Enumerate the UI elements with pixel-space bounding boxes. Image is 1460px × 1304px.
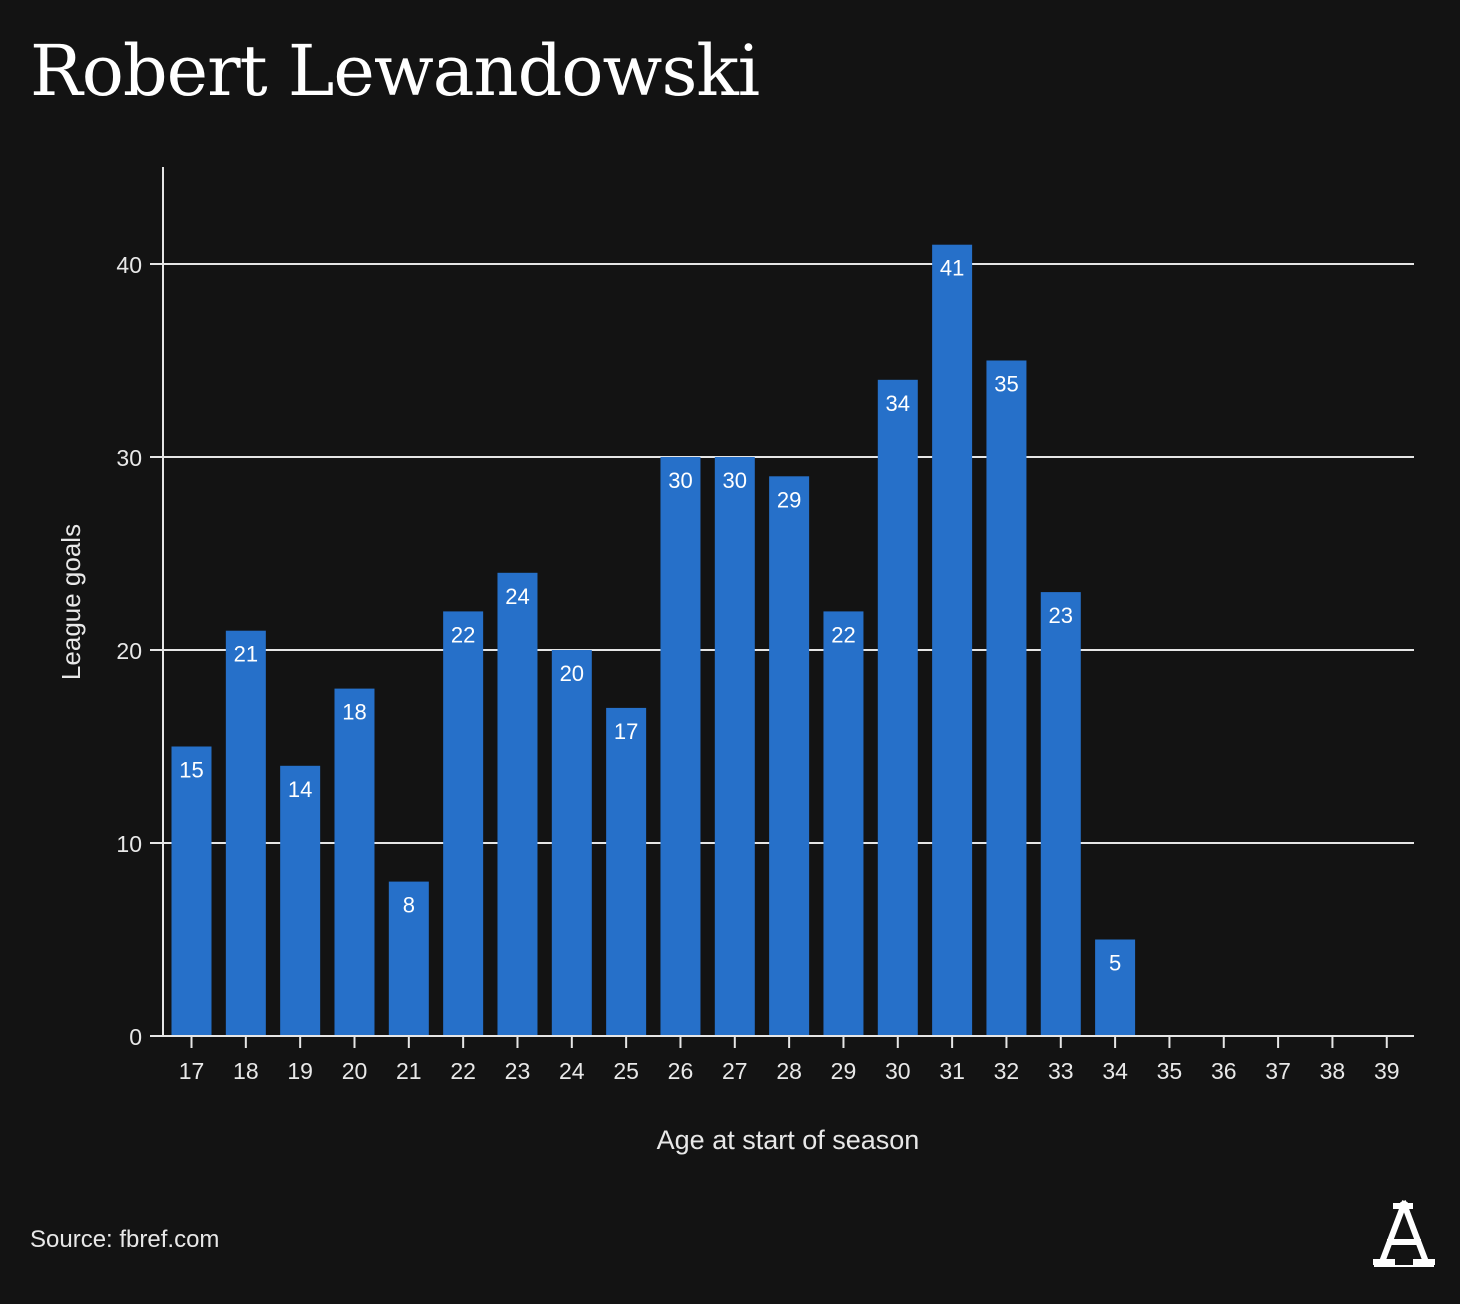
x-tick-label: 30 (885, 1058, 911, 1084)
x-tick-label: 36 (1211, 1058, 1237, 1084)
bar-value-label: 8 (403, 893, 415, 918)
bar (714, 457, 755, 1036)
bar (606, 707, 647, 1036)
bar-chart: 15 21 14 18 8 22 24 20 17 30 30 29 22 34 41 35 23 5 0 10 20… (56, 167, 1414, 1155)
bar (660, 457, 701, 1036)
source-note: Source: fbref.com (30, 1226, 220, 1253)
bar (443, 611, 484, 1036)
bar (171, 746, 212, 1036)
x-tick-label: 29 (831, 1058, 857, 1084)
x-tick-label: 35 (1157, 1058, 1183, 1084)
bar (334, 688, 375, 1036)
bar-value-label: 5 (1109, 951, 1121, 976)
y-tick-label: 20 (116, 638, 142, 664)
bar (986, 360, 1027, 1036)
bar-value-label: 17 (614, 719, 638, 744)
bar (551, 650, 592, 1036)
bars (171, 244, 1136, 1036)
x-tick-label: 20 (342, 1058, 368, 1084)
bar-value-label: 22 (831, 622, 855, 647)
bar-value-label: 20 (560, 661, 584, 686)
x-tick-labels: 17 18 19 20 21 22 23 24 25 26 27 28 29 30 31 32 33 34 35 36… (179, 1058, 1400, 1084)
x-tick-label: 26 (668, 1058, 694, 1084)
x-tick-label: 27 (722, 1058, 748, 1084)
bar (823, 611, 864, 1036)
chart-title: Robert Lewandowski (30, 30, 760, 112)
x-tick-label: 19 (287, 1058, 313, 1084)
bar-value-label: 34 (886, 391, 910, 416)
bar-value-label: 30 (668, 468, 692, 493)
axes (152, 167, 1414, 1037)
bar-value-label: 15 (179, 758, 203, 783)
x-tick-label: 17 (179, 1058, 205, 1084)
bar-value-label: 41 (940, 256, 964, 281)
x-tick-label: 39 (1374, 1058, 1400, 1084)
bar (388, 881, 429, 1036)
x-tick-label: 32 (994, 1058, 1020, 1084)
x-tick-label: 24 (559, 1058, 585, 1084)
bar (225, 630, 266, 1036)
x-tick-label: 21 (396, 1058, 422, 1084)
bar-value-label: 18 (342, 700, 366, 725)
athletic-logo-icon (1373, 1200, 1435, 1267)
bar-value-label: 30 (723, 468, 747, 493)
bar-value-label: 35 (994, 372, 1018, 397)
x-axis-label: Age at start of season (657, 1125, 920, 1155)
bar-value-labels: 15 21 14 18 8 22 24 20 17 30 30 29 22 34 41 35 23 5 (179, 256, 1121, 976)
bar-value-label: 24 (505, 584, 529, 609)
x-tick-label: 31 (939, 1058, 965, 1084)
bar (497, 572, 538, 1036)
y-axis-label: League goals (56, 524, 86, 680)
bar (877, 379, 918, 1036)
bar (932, 244, 973, 1036)
bar (280, 765, 321, 1036)
bar-value-label: 14 (288, 777, 312, 802)
bar (1095, 939, 1136, 1036)
x-tick-label: 34 (1102, 1058, 1128, 1084)
x-tick-label: 18 (233, 1058, 259, 1084)
y-tick-labels: 0 10 20 30 40 (116, 252, 142, 1050)
bar-value-label: 29 (777, 487, 801, 512)
y-tick-label: 10 (116, 831, 142, 857)
x-tick-label: 23 (505, 1058, 531, 1084)
y-tick-label: 30 (116, 445, 142, 471)
x-tick-label: 28 (776, 1058, 802, 1084)
x-tick-label: 37 (1265, 1058, 1291, 1084)
y-tick-label: 0 (129, 1024, 142, 1050)
bar-value-label: 22 (451, 622, 475, 647)
bar-value-label: 21 (234, 642, 258, 667)
bar-value-label: 23 (1049, 603, 1073, 628)
x-tick-label: 38 (1320, 1058, 1346, 1084)
x-tick-label: 33 (1048, 1058, 1074, 1084)
bar (769, 476, 810, 1036)
y-tick-label: 40 (116, 252, 142, 278)
bar (1040, 592, 1081, 1036)
x-tick-label: 22 (450, 1058, 476, 1084)
x-tick-label: 25 (613, 1058, 639, 1084)
